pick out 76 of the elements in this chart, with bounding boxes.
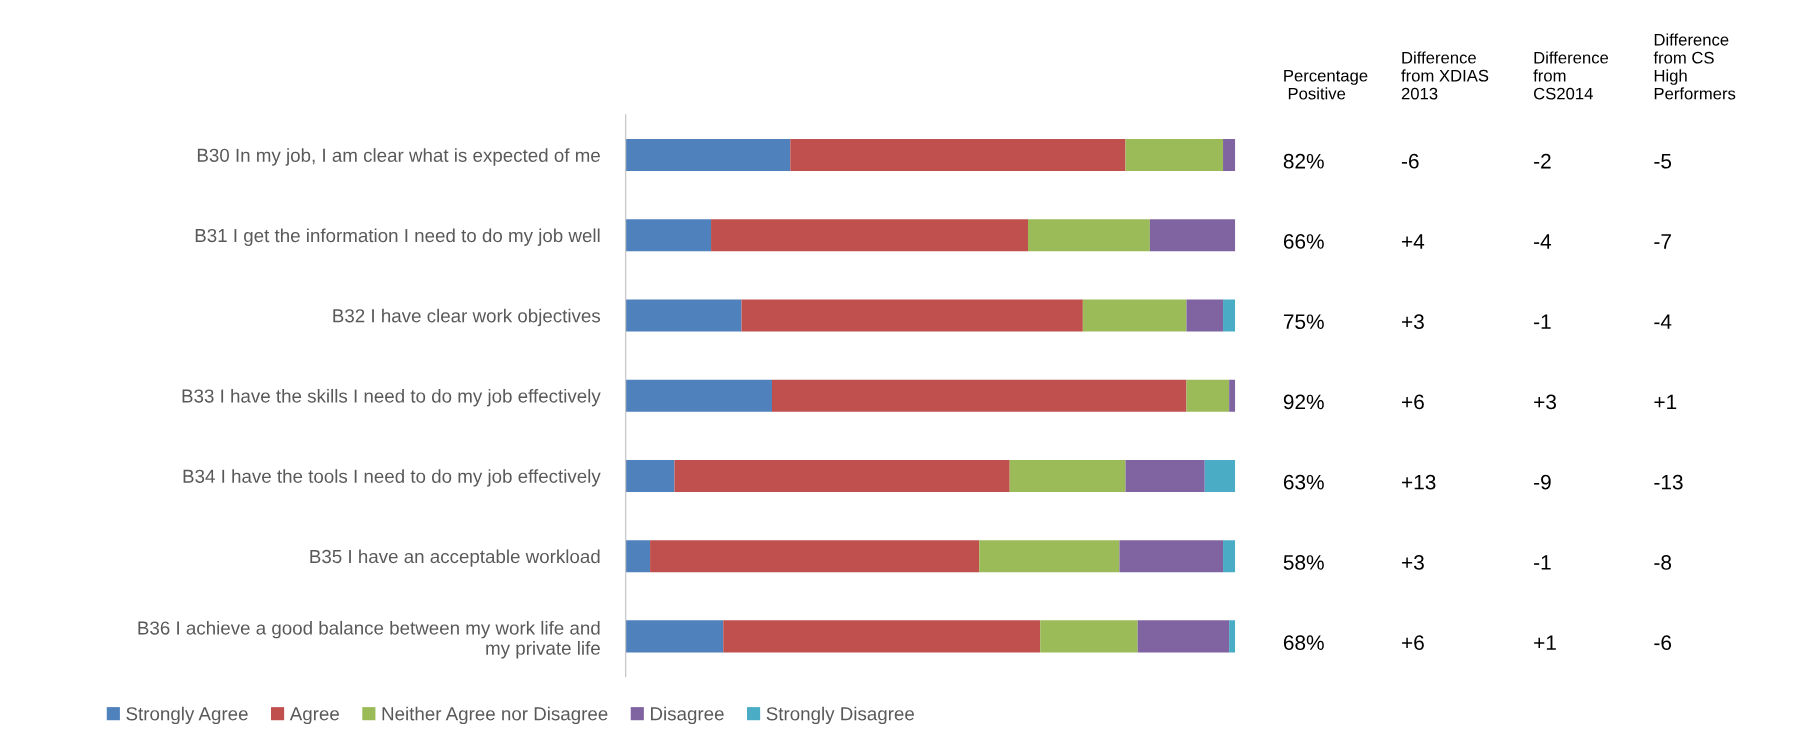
bar	[741, 299, 1083, 332]
category-label: Percentage Positive	[1284, 69, 1368, 100]
text: +6	[1402, 394, 1424, 410]
text: +3	[1402, 555, 1424, 570]
bar	[1009, 459, 1126, 492]
bar	[650, 540, 980, 573]
text: -8	[1654, 555, 1672, 570]
bar	[625, 138, 791, 172]
y-tick-label: B36 I achieve a good balance between my work life and my private life	[138, 620, 600, 659]
text: 75%	[1283, 314, 1324, 330]
y-tick-label: B33 I have the skills I need to do my job effectively	[182, 388, 601, 407]
text: 92%	[1283, 394, 1324, 410]
category-label: Difference from CS2014	[1533, 51, 1609, 100]
bar	[1186, 299, 1224, 332]
text: +4	[1402, 234, 1425, 249]
text: -7	[1654, 234, 1671, 249]
text: 66%	[1283, 234, 1324, 249]
text: -9	[1534, 474, 1551, 490]
bar	[1027, 219, 1150, 252]
text: -1	[1534, 555, 1551, 570]
bar	[625, 620, 724, 653]
bar	[771, 379, 1187, 412]
text: -5	[1654, 154, 1672, 169]
bar	[979, 540, 1120, 573]
text: -4	[1654, 314, 1672, 329]
text: +3	[1402, 314, 1424, 330]
bar	[1125, 138, 1224, 172]
y-tick-label: B34 I have the tools I need to do my job effectively	[183, 469, 601, 487]
bar	[1229, 379, 1236, 412]
y-tick-label: B32 I have clear work objectives	[333, 308, 601, 327]
bar	[790, 138, 1126, 172]
category-label: Difference from XDIAS 2013	[1401, 51, 1489, 100]
text: 58%	[1283, 555, 1324, 570]
bar	[625, 379, 772, 412]
text: 68%	[1283, 635, 1324, 651]
legend-label: Agree	[289, 707, 339, 725]
text: -6	[1654, 635, 1672, 651]
bar	[1119, 540, 1224, 573]
bar	[674, 459, 1010, 492]
bar	[1125, 459, 1205, 492]
legend-label: Strongly Agree	[126, 706, 248, 725]
bar	[625, 540, 651, 573]
bar	[1082, 299, 1187, 332]
y-tick-label: B31 I get the information I need to do my job well	[195, 228, 600, 246]
text: -6	[1401, 153, 1419, 169]
text: 82%	[1283, 153, 1324, 169]
text: -1	[1534, 314, 1551, 329]
bar	[625, 219, 712, 252]
y-tick-label: B35 I have an acceptable workload	[310, 549, 600, 567]
bar	[1223, 540, 1236, 573]
text: +1	[1534, 635, 1556, 650]
text: +6	[1402, 635, 1424, 651]
text: +3	[1534, 394, 1556, 410]
bar	[1137, 620, 1230, 653]
bar	[625, 459, 675, 492]
bar	[711, 219, 1028, 252]
legend-label: Strongly Disagree	[766, 706, 914, 725]
category-label: Difference from CS High Performers	[1653, 33, 1736, 100]
bar	[1040, 620, 1138, 653]
legend-label: Neither Agree nor Disagree	[382, 706, 608, 725]
y-tick-label: B30 In my job, I am clear what is expected of me	[197, 148, 600, 166]
bar	[1223, 138, 1236, 172]
bar	[723, 620, 1041, 653]
bar	[625, 299, 742, 332]
text: +13	[1402, 474, 1436, 490]
bar	[1186, 379, 1230, 412]
bar	[1204, 459, 1236, 492]
text: -2	[1534, 153, 1551, 169]
text: -4	[1534, 234, 1552, 249]
text: -13	[1654, 474, 1683, 490]
legend-label: Disagree	[651, 706, 724, 725]
bar	[1149, 219, 1236, 252]
text: 63%	[1283, 474, 1324, 490]
bar	[1229, 620, 1236, 653]
bar	[1223, 299, 1236, 332]
text: +1	[1654, 394, 1677, 410]
